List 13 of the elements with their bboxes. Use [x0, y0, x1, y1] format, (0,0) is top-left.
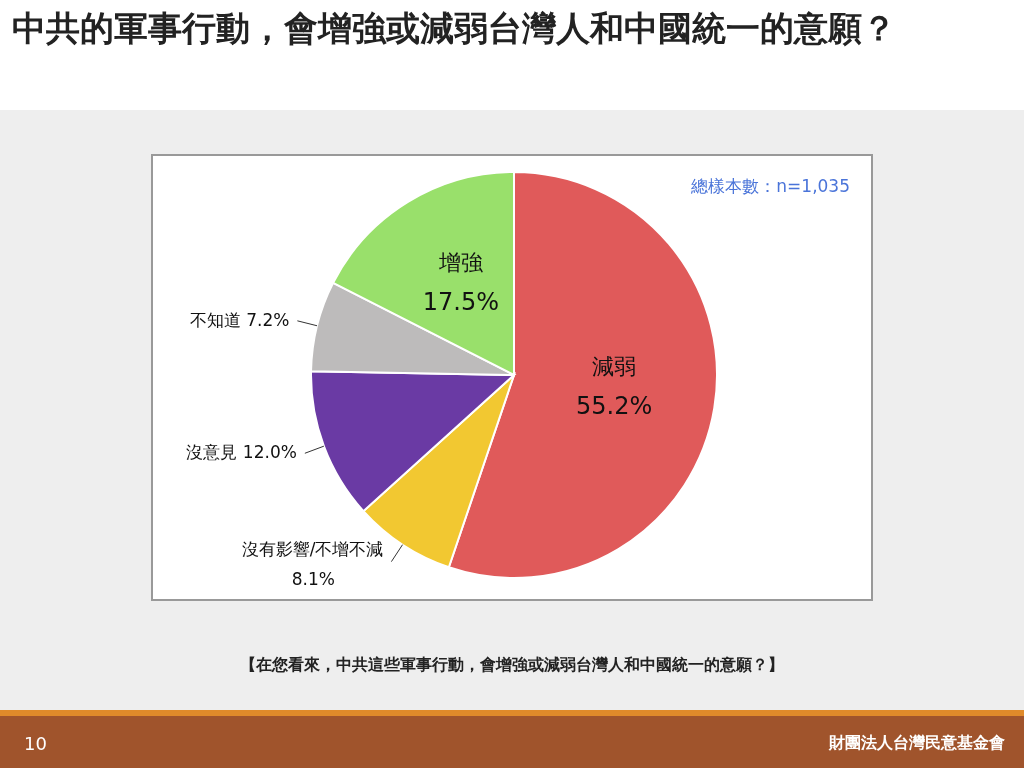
- data-label: 55.2%: [576, 391, 653, 420]
- text: 【在您看來，中共這些軍事行動，會增強或減弱台灣人和中國統一的意願？】: [240, 655, 784, 674]
- text: 財團法人台灣民意基金會: [828, 733, 1005, 752]
- slice-label: 沒意見 12.0%: [186, 442, 297, 463]
- chart-title: 中共的軍事行動，會增強或減弱台灣人和中國統一的意願？: [12, 7, 897, 50]
- data-label: 8.1%: [291, 568, 335, 589]
- slice-label: 增強: [437, 250, 483, 276]
- text: 總樣本數：n=1,035: [690, 176, 850, 196]
- slice-label: 不知道 7.2%: [189, 309, 290, 330]
- slice-label: 減弱: [592, 353, 637, 379]
- data-label: 17.5%: [422, 288, 500, 317]
- slice-label: 沒有影響/不增不減: [241, 538, 384, 559]
- text: 10: [24, 733, 47, 754]
